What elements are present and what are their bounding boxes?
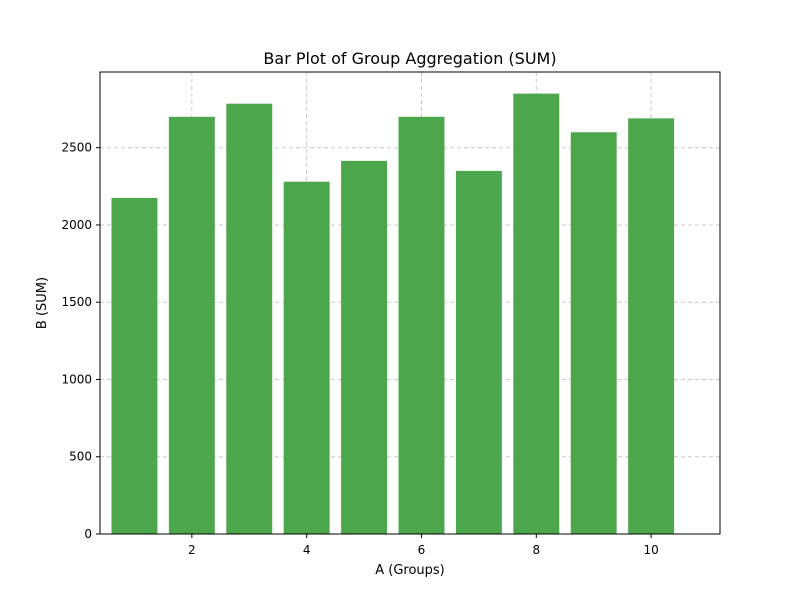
x-axis-ticks: 2 4 6 8 10 (188, 534, 659, 557)
bar-6 (398, 116, 445, 535)
chart-title: Bar Plot of Group Aggregation (SUM) (263, 49, 556, 68)
bar-5 (341, 160, 388, 534)
y-tick-label: 2000 (61, 218, 92, 232)
y-tick-label: 1500 (61, 295, 92, 309)
bar-2 (168, 116, 215, 535)
y-axis-label: B (SUM) (35, 277, 50, 329)
x-axis-label: A (Groups) (375, 563, 445, 578)
x-tick-label: 2 (188, 543, 196, 557)
plot-frame (99, 71, 721, 535)
y-tick-label: 500 (69, 450, 92, 464)
x-tick-label: 6 (418, 543, 426, 557)
bar-7 (455, 170, 502, 534)
x-tick-label: 8 (532, 543, 540, 557)
y-tick-label: 1000 (61, 372, 92, 386)
y-tick-label: 2500 (61, 141, 92, 155)
y-tick-label: 0 (84, 527, 92, 541)
bar-8 (513, 93, 560, 534)
x-tick-label: 10 (643, 543, 658, 557)
x-tick-label: 4 (303, 543, 311, 557)
y-axis-ticks: 0 500 1000 1500 2000 2500 (61, 141, 100, 541)
bar-10 (628, 118, 675, 534)
bar-1 (111, 197, 158, 535)
bar-3 (226, 103, 273, 534)
bar-4 (283, 181, 330, 534)
bars (111, 93, 675, 535)
bar-9 (570, 132, 617, 534)
